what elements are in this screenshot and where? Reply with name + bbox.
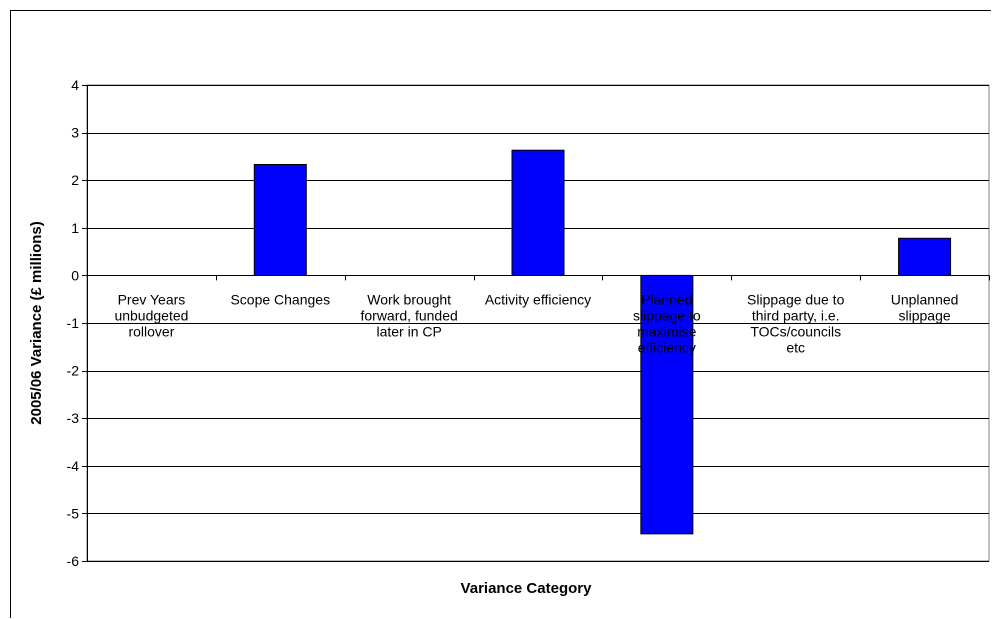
y-tick-label: -1 xyxy=(67,315,80,331)
category-label: Work brought forward, funded later in CP xyxy=(360,291,457,339)
y-tick-label: 4 xyxy=(71,77,79,93)
category-label: Activity efficiency xyxy=(485,291,591,307)
y-tick-label: 3 xyxy=(71,125,79,141)
bar xyxy=(253,163,307,276)
category-labels: Prev Years unbudgeted rollover Scope Change… xyxy=(114,291,958,355)
y-axis-title: 2005/06 Variance (£ millions) xyxy=(28,221,45,424)
y-tick-label: -4 xyxy=(67,458,80,474)
bars xyxy=(253,149,952,535)
y-tick-label: 0 xyxy=(71,267,79,283)
bar xyxy=(898,237,952,276)
y-tick-label: -2 xyxy=(67,363,80,379)
axes xyxy=(82,85,990,562)
y-tick-labels: 4 3 2 1 0 -1 -2 -3 -4 -5 -6 xyxy=(67,77,80,569)
y-tick-label: -6 xyxy=(67,553,80,569)
y-tick-label: 1 xyxy=(71,220,79,236)
category-label: Unplanned slippage xyxy=(891,291,959,323)
bar xyxy=(511,149,565,276)
y-tick-label: 2 xyxy=(71,172,79,188)
x-axis-title: Variance Category xyxy=(461,580,593,597)
y-tick-label: -5 xyxy=(67,505,80,521)
category-label: Slippage due to third party, i.e. TOCs/cou… xyxy=(747,291,845,355)
category-label: Prev Years unbudgeted rollover xyxy=(114,291,188,339)
bar xyxy=(640,274,694,535)
y-tick-label: -3 xyxy=(67,410,80,426)
category-label: Planned slippage to maximise efficiency xyxy=(633,291,701,355)
category-label: Scope Changes xyxy=(230,291,330,307)
